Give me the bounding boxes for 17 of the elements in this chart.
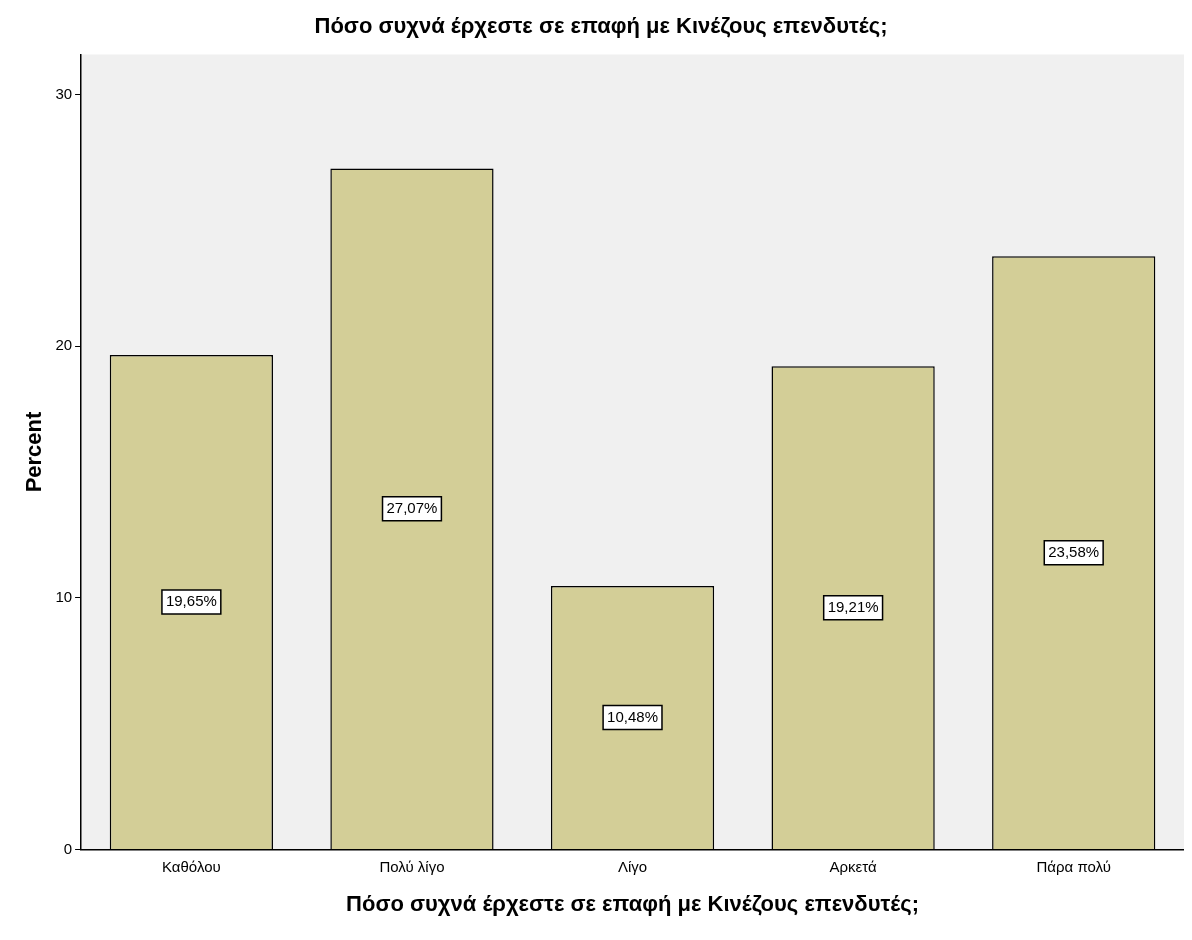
- x-tick-label: Αρκετά: [829, 857, 878, 875]
- y-tick-label: 10: [55, 588, 73, 606]
- data-label: 27,07%: [386, 498, 438, 516]
- data-label: 23,58%: [1048, 542, 1100, 560]
- x-tick-label: Λίγο: [617, 857, 648, 875]
- data-label: 10,48%: [607, 707, 658, 725]
- x-tick-label: Καθόλου: [162, 857, 221, 875]
- chart-title: Πόσο συχνά έρχεστε σε επαφή με Κινέζους επενδυτές;: [314, 13, 888, 39]
- x-tick-label: Πολύ λίγο: [379, 857, 445, 875]
- y-axis-title: Percent: [21, 410, 47, 493]
- x-axis-title: Πόσο συχνά έρχεστε σε επαφή με Κινέζους επενδυτές;: [346, 890, 920, 916]
- x-tick-label: Πάρα πολύ: [1036, 857, 1111, 875]
- data-label: 19,21%: [827, 597, 879, 615]
- y-tick-label: 0: [63, 839, 73, 857]
- y-tick-label: 20: [55, 336, 73, 354]
- y-tick-label: 30: [55, 84, 73, 102]
- data-label: 19,65%: [165, 592, 217, 610]
